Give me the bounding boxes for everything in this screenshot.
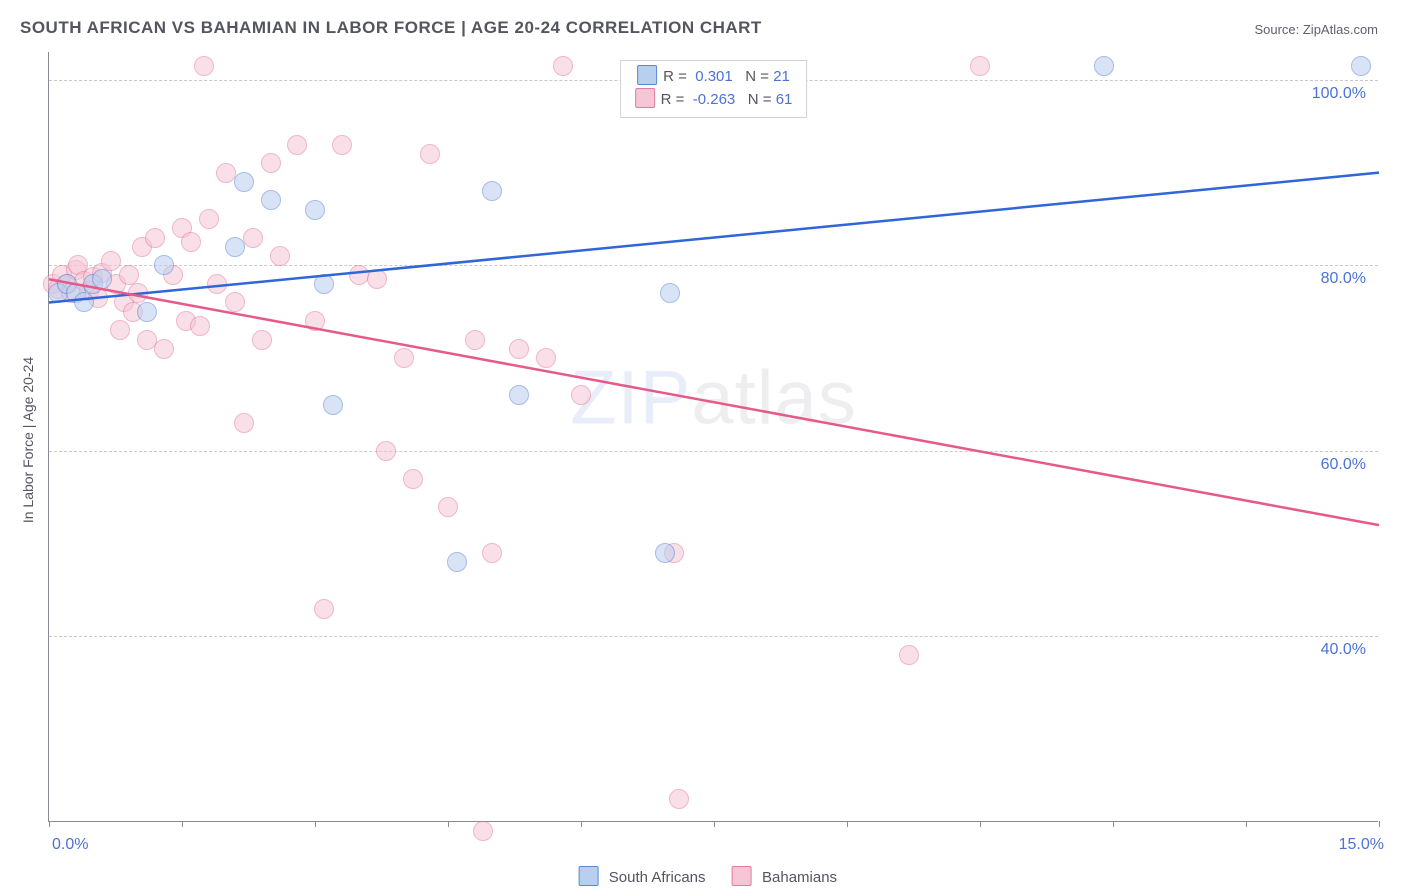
x-axis-min-label: 0.0% bbox=[52, 836, 88, 854]
x-tick bbox=[581, 821, 582, 827]
y-axis-label: In Labor Force | Age 20-24 bbox=[20, 357, 36, 523]
source-label: Source: ZipAtlas.com bbox=[1254, 22, 1378, 37]
x-tick bbox=[847, 821, 848, 827]
legend-series: South Africans Bahamians bbox=[561, 866, 846, 886]
x-tick bbox=[315, 821, 316, 827]
x-tick bbox=[448, 821, 449, 827]
x-tick bbox=[980, 821, 981, 827]
plot-area: ZIPatlas 100.0%80.0%60.0%40.0% R = 0.301… bbox=[48, 52, 1378, 822]
data-point bbox=[473, 821, 493, 841]
x-tick bbox=[714, 821, 715, 827]
x-tick bbox=[1379, 821, 1380, 827]
chart-title: SOUTH AFRICAN VS BAHAMIAN IN LABOR FORCE… bbox=[20, 18, 762, 38]
legend-stats: R = 0.301 N = 21 R = -0.263 N = 61 bbox=[620, 60, 808, 118]
x-tick bbox=[1113, 821, 1114, 827]
x-tick bbox=[49, 821, 50, 827]
x-tick bbox=[182, 821, 183, 827]
x-axis-max-label: 15.0% bbox=[1339, 836, 1384, 854]
regression-lines bbox=[49, 52, 1378, 821]
x-tick bbox=[1246, 821, 1247, 827]
